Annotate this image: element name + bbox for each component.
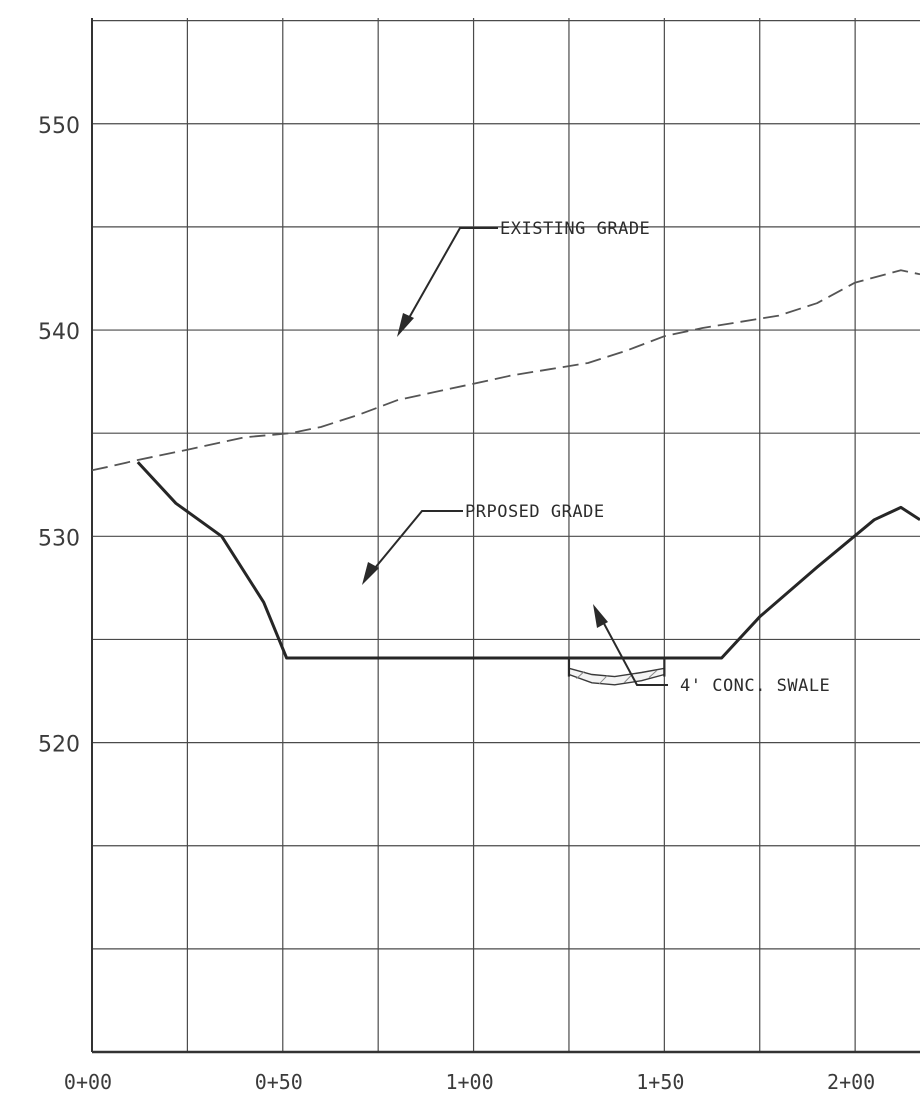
x-tick-label: 0+00 [64,1070,112,1094]
annotation-leader-existing-grade [404,227,498,326]
annotation-arrowhead-existing-grade [397,313,414,337]
series [92,269,920,660]
concrete-swale [567,658,666,686]
swale-hatch [648,670,658,678]
x-tick-label: 1+50 [636,1070,684,1094]
annotation-leader-conc-swale [600,617,668,686]
series-line-proposed [136,461,920,660]
annotation-arrowhead-conc-swale [593,604,608,628]
x-tick-label: 2+00 [827,1070,875,1094]
swale-hatch [576,671,585,680]
swale-hatch [598,675,608,685]
annotation-leader-proposed-grade [369,510,463,575]
annotation-label-proposed-grade: PRPOSED GRADE [465,502,605,522]
annotation-label-conc-swale: 4' CONC. SWALE [680,676,830,696]
swale-hatch [623,674,633,684]
annotation-conc-swale: 4' CONC. SWALE [593,604,830,696]
y-tick-label: 520 [38,733,80,758]
annotation-existing-grade: EXISTING GRADE [397,219,650,337]
annotation-label-existing-grade: EXISTING GRADE [500,219,650,239]
x-tick-label: 1+00 [445,1070,493,1094]
series-line-existing [92,269,920,472]
grid [92,18,920,1052]
y-tick-label: 530 [38,526,80,551]
tick-labels: 520 530 540 550 0+00 0+50 1+00 1+50 2+00 [38,114,875,1094]
axes [91,18,920,1054]
y-tick-label: 540 [38,320,80,345]
x-tick-label: 0+50 [255,1070,303,1094]
annotation-proposed-grade: PRPOSED GRADE [362,502,605,585]
y-tick-label: 550 [38,114,80,139]
annotation-arrowhead-proposed-grade [362,562,379,585]
